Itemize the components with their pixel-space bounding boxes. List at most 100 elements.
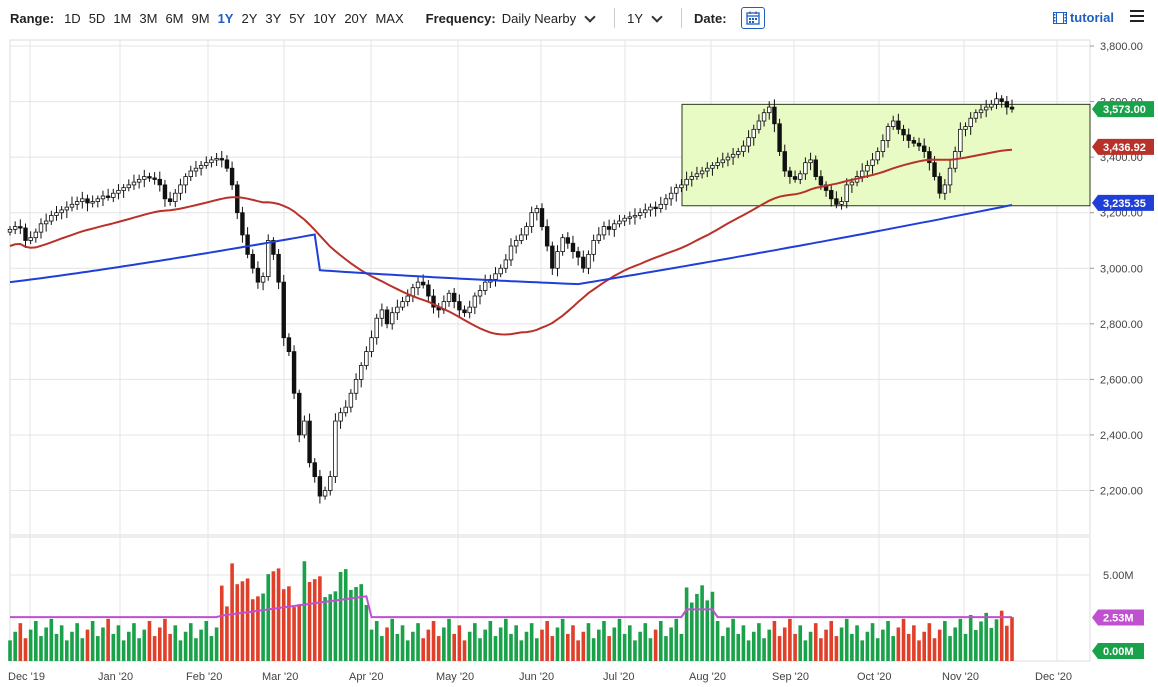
candle-body bbox=[389, 312, 395, 325]
candle-body bbox=[467, 306, 472, 314]
candle bbox=[12, 221, 18, 235]
candle-body bbox=[643, 209, 648, 214]
candle-body bbox=[746, 137, 751, 147]
candle bbox=[772, 99, 777, 133]
calendar-button[interactable] bbox=[740, 7, 765, 29]
candle bbox=[116, 184, 121, 200]
candle bbox=[405, 289, 410, 307]
range-button-1m[interactable]: 1M bbox=[113, 10, 132, 26]
volume-bar bbox=[746, 640, 751, 661]
x-tick-label: Jun '20 bbox=[519, 671, 554, 683]
candle bbox=[865, 160, 870, 178]
volume-bar bbox=[819, 638, 823, 661]
range-button-5y[interactable]: 5Y bbox=[289, 10, 306, 26]
candle-body bbox=[493, 273, 498, 280]
volume-bar bbox=[622, 633, 627, 661]
candle-body bbox=[291, 351, 297, 394]
candle bbox=[426, 279, 431, 302]
candle bbox=[508, 238, 514, 267]
candle bbox=[937, 172, 942, 199]
volume-tag: 0.00M bbox=[1092, 643, 1144, 659]
tutorial-link[interactable]: tutorial bbox=[1052, 10, 1114, 25]
volume-bar bbox=[488, 621, 493, 661]
frequency-dropdown[interactable]: Daily Nearby bbox=[502, 11, 602, 26]
candle bbox=[524, 222, 529, 240]
candle-body bbox=[276, 253, 281, 283]
candle-body bbox=[302, 420, 307, 436]
volume-bar bbox=[912, 625, 916, 661]
divider bbox=[681, 8, 683, 28]
volume-bar bbox=[318, 576, 322, 661]
candle-body bbox=[405, 295, 410, 302]
price-tag-bg bbox=[1092, 138, 1154, 155]
candle bbox=[142, 169, 147, 188]
candle-body bbox=[513, 240, 519, 247]
range-button-9m[interactable]: 9M bbox=[191, 10, 210, 26]
range-button-1y[interactable]: 1Y bbox=[217, 10, 234, 26]
volume-bar bbox=[715, 621, 720, 661]
candle-body bbox=[64, 206, 70, 211]
candle bbox=[942, 179, 948, 200]
candle-body bbox=[601, 226, 607, 236]
range-button-3m[interactable]: 3M bbox=[139, 10, 158, 26]
candle-body bbox=[157, 178, 162, 186]
range-button-max[interactable]: MAX bbox=[375, 10, 404, 26]
candle-body bbox=[787, 170, 793, 177]
volume-bar bbox=[137, 638, 141, 661]
candle-body bbox=[250, 253, 255, 269]
range-button-1d[interactable]: 1D bbox=[64, 10, 81, 26]
volume-bar bbox=[901, 618, 906, 661]
volume-bar bbox=[720, 636, 725, 661]
candle bbox=[482, 274, 488, 295]
candle-body bbox=[240, 212, 245, 236]
volume-bar bbox=[132, 623, 136, 661]
hamburger-menu-icon[interactable] bbox=[1130, 10, 1144, 24]
volume-bar bbox=[834, 636, 839, 661]
period-dropdown[interactable]: 1Y bbox=[627, 11, 669, 26]
candle-body bbox=[870, 159, 875, 166]
candle bbox=[1009, 99, 1015, 113]
candle bbox=[529, 206, 534, 233]
volume-bar bbox=[23, 638, 28, 661]
candle-body bbox=[529, 212, 534, 227]
candle-body bbox=[627, 216, 633, 219]
range-button-6m[interactable]: 6M bbox=[165, 10, 184, 26]
candle-body bbox=[648, 206, 653, 211]
candle bbox=[544, 219, 550, 252]
candle bbox=[467, 300, 472, 319]
volume-bar bbox=[999, 610, 1004, 661]
range-button-20y[interactable]: 20Y bbox=[344, 10, 368, 26]
candle-body bbox=[663, 198, 669, 205]
candle bbox=[658, 196, 663, 213]
candle-body bbox=[426, 284, 431, 297]
x-tick-label: Dec '19 bbox=[8, 671, 45, 683]
y-tick-label: 2,400.00 bbox=[1100, 430, 1143, 442]
candle-body bbox=[224, 159, 230, 169]
volume-bar bbox=[188, 623, 193, 661]
range-button-10y[interactable]: 10Y bbox=[313, 10, 337, 26]
volume-bar bbox=[617, 618, 622, 661]
volume-bar bbox=[111, 633, 116, 661]
candle-body bbox=[451, 292, 457, 302]
range-button-2y[interactable]: 2Y bbox=[241, 10, 258, 26]
candle-body bbox=[28, 237, 33, 241]
volume-bar bbox=[287, 586, 291, 661]
candle-body bbox=[829, 190, 834, 200]
candle bbox=[767, 101, 772, 120]
candle bbox=[307, 413, 312, 468]
candle-body bbox=[777, 123, 782, 152]
candle bbox=[927, 146, 932, 171]
candle-body bbox=[792, 176, 798, 180]
candle bbox=[736, 147, 741, 159]
candle bbox=[622, 214, 627, 227]
range-button-5d[interactable]: 5D bbox=[88, 10, 106, 26]
price-tag-bg bbox=[1092, 101, 1154, 118]
volume-bar bbox=[101, 627, 105, 661]
volume-bar bbox=[602, 621, 606, 661]
volume-bar bbox=[126, 631, 131, 661]
candle bbox=[415, 276, 421, 296]
volume-bar bbox=[452, 633, 456, 661]
consolidation-box bbox=[681, 103, 1091, 207]
range-button-3y[interactable]: 3Y bbox=[265, 10, 282, 26]
